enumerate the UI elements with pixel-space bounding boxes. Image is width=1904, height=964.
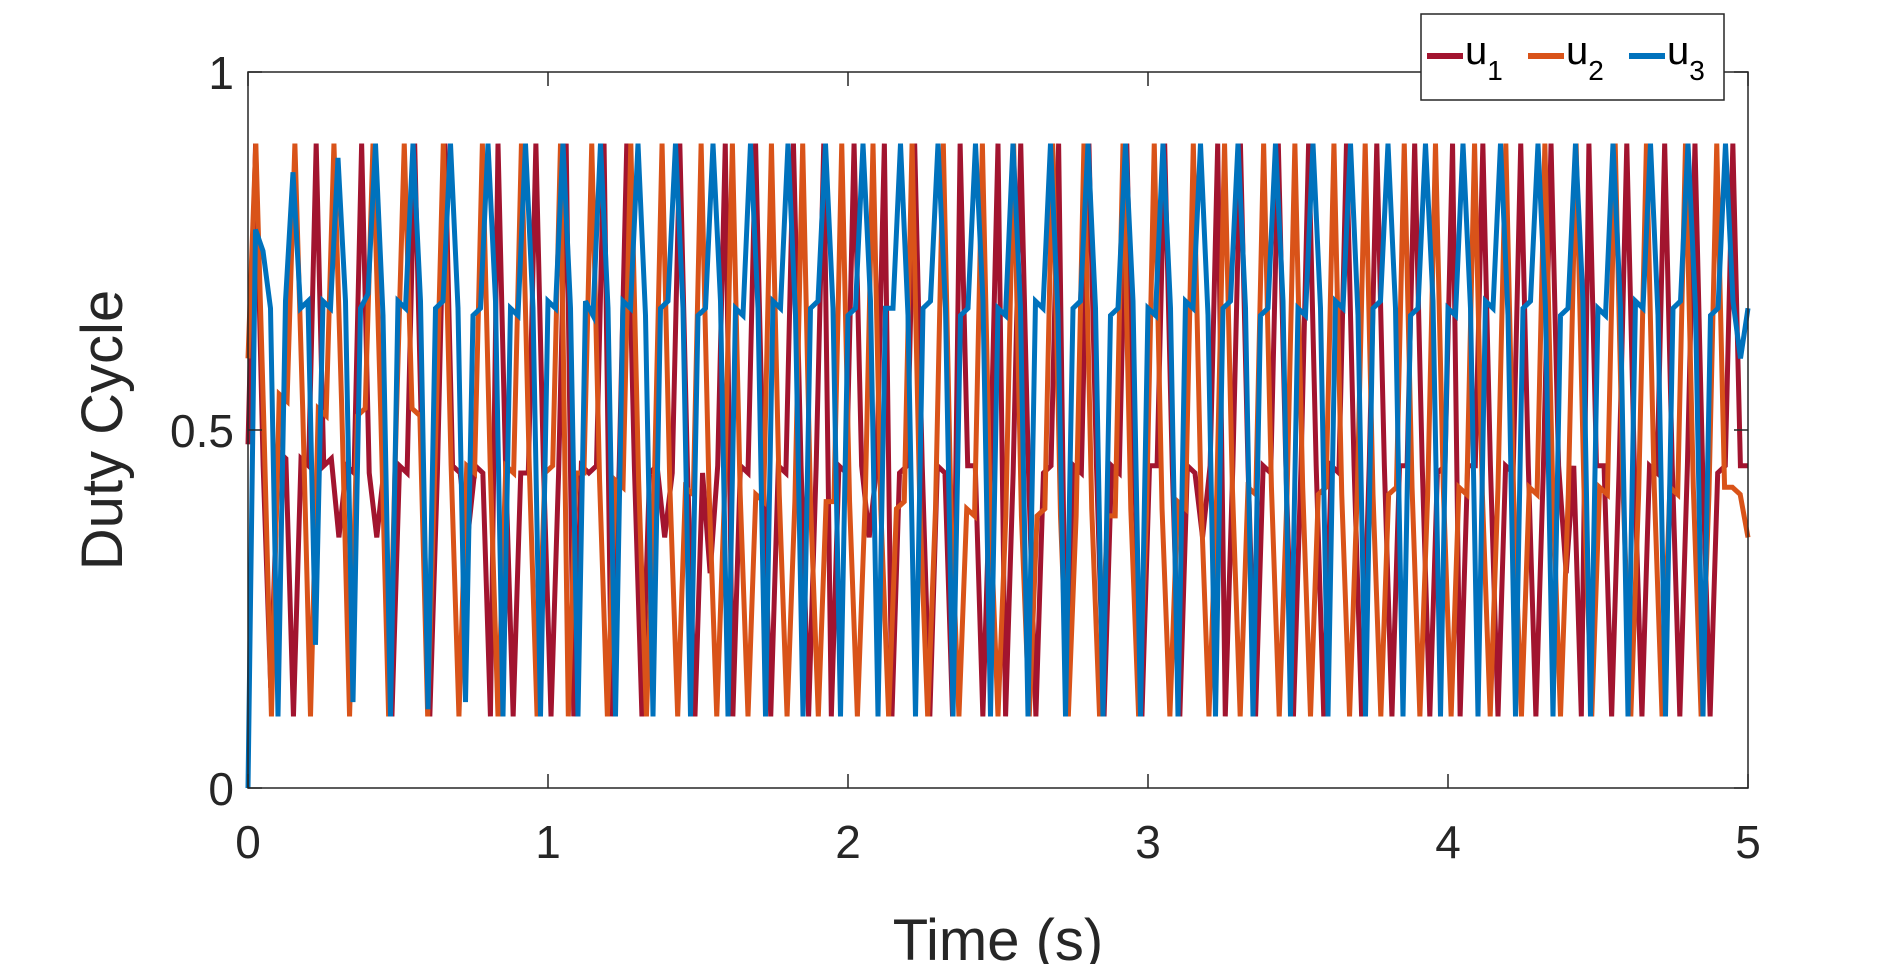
legend-box [1420,13,1725,101]
x-tick-label: 5 [1735,816,1761,868]
x-tick-label: 0 [235,816,261,868]
y-tick-label: 0.5 [170,405,234,457]
legend: u1 u2 u3 [1420,13,1725,101]
x-tick-label: 3 [1135,816,1161,868]
legend-subscript-2: 2 [1588,55,1604,86]
x-tick-label: 4 [1435,816,1461,868]
legend-subscript-3: 3 [1689,55,1705,86]
x-tick-label: 2 [835,816,861,868]
y-tick-label: 0 [208,763,234,815]
series-line-1 [245,143,1748,717]
series-layer [245,143,1751,789]
x-axis-label: Time (s) [893,908,1103,964]
y-axis-label: Duty Cycle [70,290,135,570]
x-tick-label: 1 [535,816,561,868]
y-tick-label: 1 [208,47,234,99]
legend-subscript-1: 1 [1487,55,1503,86]
ticks-layer: 0 1 2 3 4 5 0 0.5 1 [170,47,1761,868]
series-line-3 [245,143,1751,789]
series-line-2 [245,143,1751,717]
